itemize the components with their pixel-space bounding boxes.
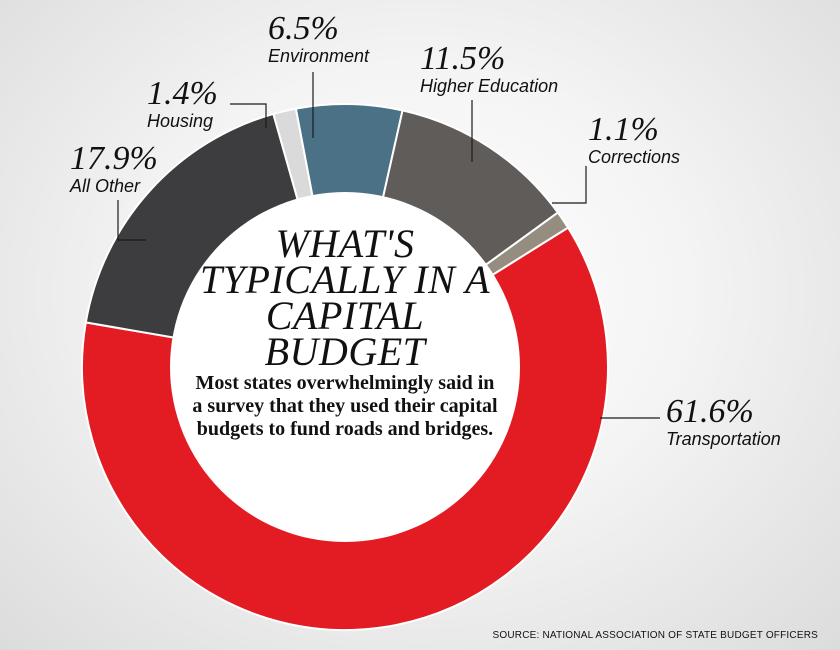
leader-all-other [117, 200, 146, 241]
source-note: SOURCE: NATIONAL ASSOCIATION OF STATE BU… [492, 630, 818, 641]
slice-value-label: 11.5% [420, 40, 506, 77]
slice-category-label: Housing [147, 111, 214, 131]
slice-category-label: Higher Education [420, 76, 559, 96]
leader-housing [230, 103, 267, 128]
slice-category-label: Transportation [666, 429, 781, 449]
donut-center [170, 192, 520, 542]
slice-label-transportation: 61.6% Transportation [666, 393, 781, 450]
slice-label-housing: 1.4% Housing [147, 75, 218, 132]
slice-label-all-other: 17.9% All Other [70, 140, 158, 197]
chart-subtitle: Most states overwhelmingly said in a sur… [192, 372, 498, 440]
slice-label-corrections: 1.1% Corrections [588, 111, 681, 168]
slice-category-label: Environment [268, 46, 370, 66]
slice-value-label: 17.9% [70, 140, 158, 177]
chart-title: What's typically in a capital budget [200, 221, 491, 374]
slice-label-environment: 6.5% Environment [268, 10, 370, 67]
slice-category-label: Corrections [588, 147, 681, 167]
slice-label-higher-education: 11.5% Higher Education [420, 40, 559, 97]
slice-value-label: 61.6% [666, 393, 754, 430]
slice-value-label: 1.4% [147, 75, 218, 112]
slice-category-label: All Other [70, 176, 141, 196]
slice-value-label: 1.1% [588, 111, 659, 148]
leader-corrections [552, 166, 587, 204]
slice-value-label: 6.5% [268, 10, 339, 47]
